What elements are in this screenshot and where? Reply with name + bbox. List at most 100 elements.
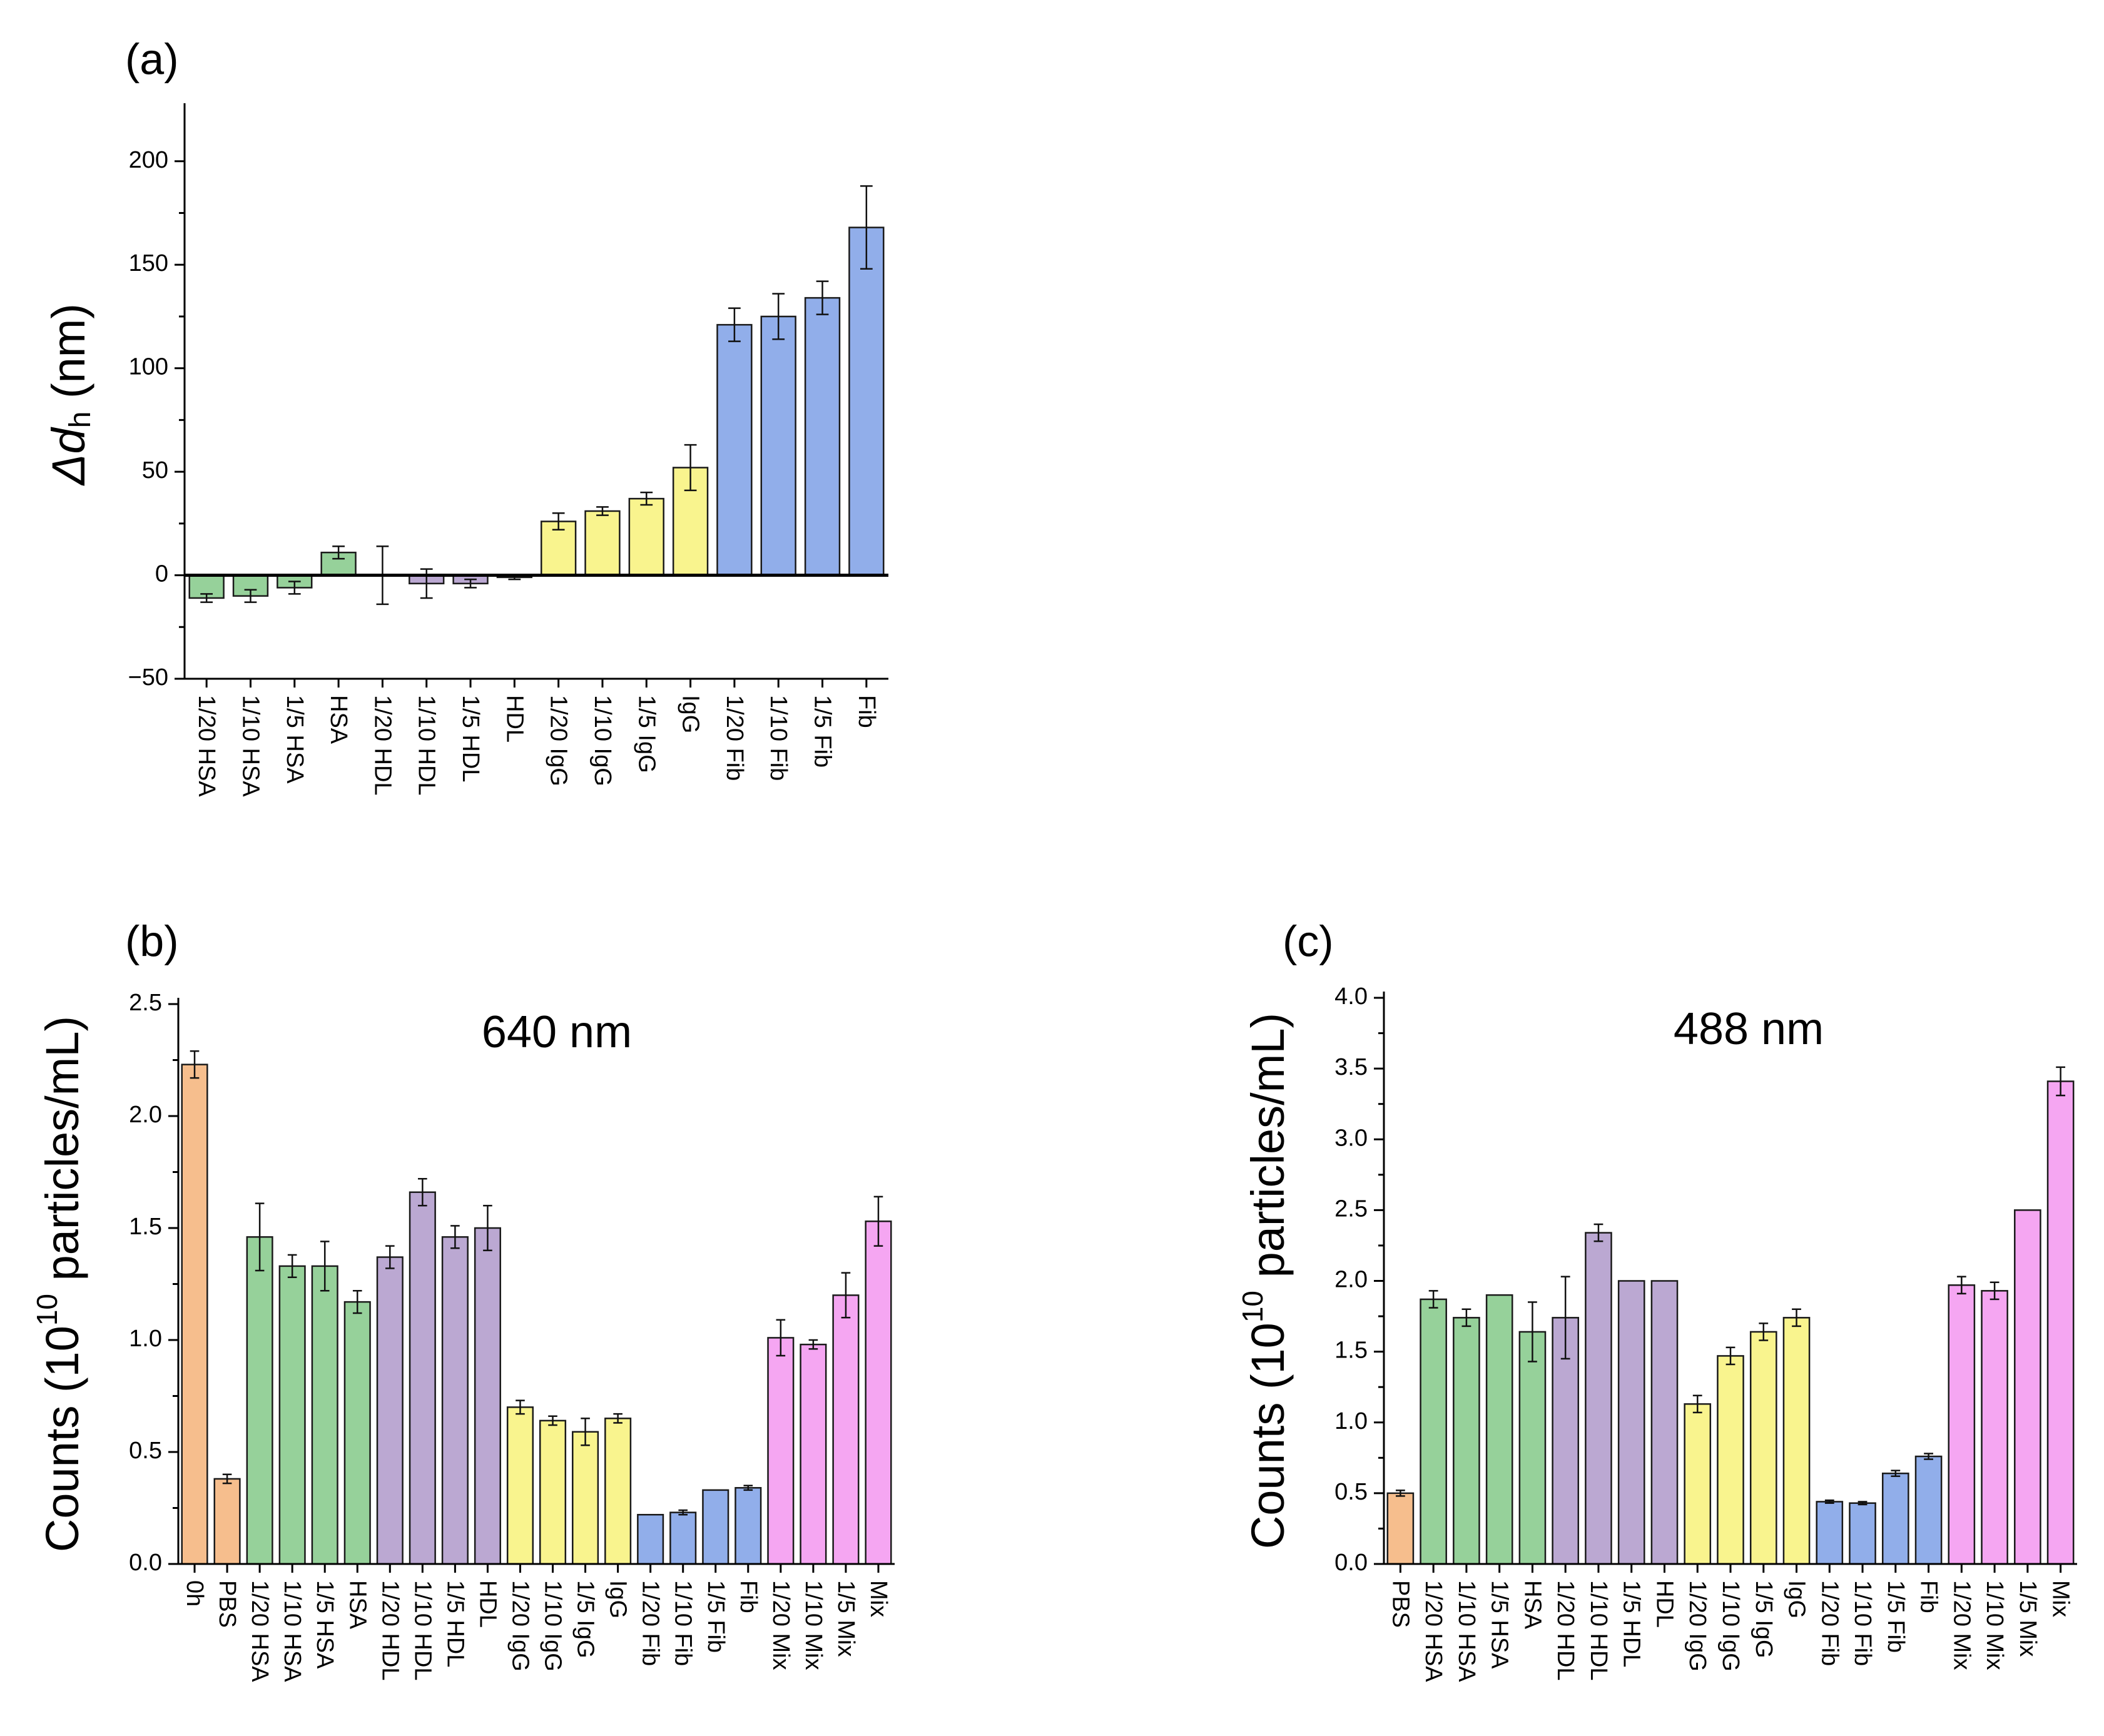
error-bar-b-12 xyxy=(581,1418,590,1446)
error-bar-a-8 xyxy=(552,512,565,530)
bar-a-13 xyxy=(760,315,796,576)
y-tick-label-a-1: 0 xyxy=(155,561,168,587)
panel-label-a: (a) xyxy=(125,34,179,83)
ylabel-delta-a: Δ xyxy=(43,454,94,486)
bar-b-10 xyxy=(506,1406,534,1565)
y-tick-label-c-7: 3.5 xyxy=(1334,1054,1368,1080)
error-bar-c-10 xyxy=(1725,1346,1736,1366)
bar-a-14 xyxy=(804,297,841,576)
x-tick-label-b-3: 1/10 HSA xyxy=(279,1580,305,1682)
error-bar-b-19 xyxy=(808,1339,818,1350)
error-bar-c-2 xyxy=(1461,1308,1471,1327)
x-tick-label-c-14: 1/10 Fib xyxy=(1849,1580,1876,1666)
y-tick-label-a-0: −50 xyxy=(128,664,168,691)
error-bar-c-16 xyxy=(1924,1453,1933,1460)
bar-c-20 xyxy=(2046,1080,2075,1565)
error-bar-c-15 xyxy=(1891,1470,1901,1477)
x-tick-label-b-0: 0h xyxy=(181,1580,208,1607)
x-tick-label-b-16: 1/5 Fib xyxy=(703,1580,729,1653)
bar-c-11 xyxy=(1749,1331,1777,1565)
error-bar-a-15 xyxy=(860,185,873,270)
x-tick-label-b-17: Fib xyxy=(735,1580,761,1613)
chart-b: (b) 640 nm 0.0 0.5 1.0 1.5 2.0 2.5 0h PBS 1/20 HSA… xyxy=(31,916,895,1682)
error-bar-a-13 xyxy=(772,293,785,340)
x-tick-label-a-14: 1/5 Fib xyxy=(810,695,836,768)
error-bar-b-8 xyxy=(450,1225,460,1249)
chart-title-b: 640 nm xyxy=(482,1007,632,1057)
bar-b-18 xyxy=(767,1337,795,1565)
bar-b-12 xyxy=(572,1431,599,1565)
error-bar-b-15 xyxy=(678,1509,688,1516)
x-tick-label-c-19: 1/5 Mix xyxy=(2015,1580,2041,1657)
x-tick-label-b-7: 1/10 HDL xyxy=(409,1580,435,1681)
bar-c-8 xyxy=(1650,1280,1679,1565)
error-bar-c-11 xyxy=(1759,1322,1769,1341)
bar-b-6 xyxy=(376,1256,404,1565)
error-bar-a-6 xyxy=(464,578,477,589)
bar-b-20 xyxy=(832,1294,860,1565)
bar-b-11 xyxy=(539,1419,567,1565)
error-bar-a-9 xyxy=(596,506,609,516)
y-tick-label-c-3: 1.5 xyxy=(1334,1338,1368,1364)
bar-c-2 xyxy=(1453,1317,1480,1565)
x-tick-label-b-5: HSA xyxy=(344,1580,370,1630)
error-bar-c-6 xyxy=(1593,1223,1603,1242)
bar-b-8 xyxy=(441,1236,469,1565)
ylabel-var-a: d xyxy=(43,426,94,454)
error-bar-b-1 xyxy=(222,1473,232,1485)
x-tick-label-a-11: IgG xyxy=(678,695,704,733)
x-tick-label-b-12: 1/5 IgG xyxy=(572,1580,599,1658)
chart-a: (a) −50 0 50 100 150 200 1/20 HSA 1/10 HSA 1/5 HS… xyxy=(43,34,888,797)
bar-b-15 xyxy=(669,1511,697,1565)
bar-a-15 xyxy=(848,226,885,576)
ylabel-sup-c: 10 xyxy=(1236,1291,1269,1322)
x-tick-label-c-5: 1/20 HDL xyxy=(1552,1580,1578,1681)
y-tick-label-c-6: 3.0 xyxy=(1334,1125,1368,1151)
x-tick-label-a-4: 1/20 HDL xyxy=(369,695,395,796)
y-tick-label-c-4: 2.0 xyxy=(1334,1267,1368,1293)
x-tick-label-a-10: 1/5 IgG xyxy=(633,695,659,773)
error-bar-c-1 xyxy=(1428,1290,1438,1309)
bar-c-10 xyxy=(1717,1355,1744,1565)
bar-c-16 xyxy=(1914,1455,1943,1565)
x-tick-label-b-11: 1/10 IgG xyxy=(540,1580,566,1672)
x-tick-label-a-1: 1/10 HSA xyxy=(237,695,263,797)
ylabel-sup-b: 10 xyxy=(31,1294,63,1326)
bar-a-9 xyxy=(584,510,621,576)
bar-c-1 xyxy=(1420,1298,1447,1565)
bar-c-12 xyxy=(1782,1317,1811,1565)
panel-label-b: (b) xyxy=(125,916,179,965)
error-bar-c-13 xyxy=(1824,1499,1834,1504)
x-tick-label-b-20: 1/5 Mix xyxy=(833,1580,859,1657)
y-axis-label-a: Δdh (nm) xyxy=(43,303,97,486)
x-tick-label-a-15: Fib xyxy=(853,695,880,728)
bar-b-14 xyxy=(637,1513,664,1565)
x-tick-label-b-13: IgG xyxy=(605,1580,631,1618)
x-tick-label-a-13: 1/10 Fib xyxy=(765,695,791,781)
bar-c-4 xyxy=(1518,1331,1547,1565)
x-tick-label-b-4: 1/5 HSA xyxy=(312,1580,338,1669)
x-tick-label-c-10: 1/10 IgG xyxy=(1717,1580,1744,1672)
y-tick-label-a-3: 100 xyxy=(129,354,168,380)
error-bar-b-3 xyxy=(287,1254,297,1279)
ylabel-unit-a: (nm) xyxy=(43,303,94,412)
y-tick-label-c-1: 0.5 xyxy=(1334,1479,1368,1505)
bar-c-3 xyxy=(1485,1294,1513,1565)
bar-b-2 xyxy=(246,1236,273,1565)
y-tick-label-c-2: 1.0 xyxy=(1334,1408,1368,1434)
error-bar-c-17 xyxy=(1956,1276,1966,1295)
bar-c-14 xyxy=(1849,1502,1876,1565)
error-bar-b-21 xyxy=(873,1195,883,1247)
bar-b-5 xyxy=(343,1301,371,1565)
bar-b-13 xyxy=(604,1418,632,1565)
ylabel-pre-c: Counts (10 xyxy=(1242,1322,1294,1549)
bar-c-18 xyxy=(1981,1290,2008,1565)
bar-c-15 xyxy=(1881,1472,1909,1565)
x-tick-label-b-1: PBS xyxy=(214,1580,240,1628)
error-bar-c-0 xyxy=(1395,1490,1405,1497)
x-tick-label-c-12: IgG xyxy=(1784,1580,1810,1618)
y-tick-label-a-4: 150 xyxy=(129,250,168,277)
x-tick-label-c-1: 1/20 HSA xyxy=(1420,1580,1446,1682)
x-tick-label-a-3: HSA xyxy=(325,695,352,744)
